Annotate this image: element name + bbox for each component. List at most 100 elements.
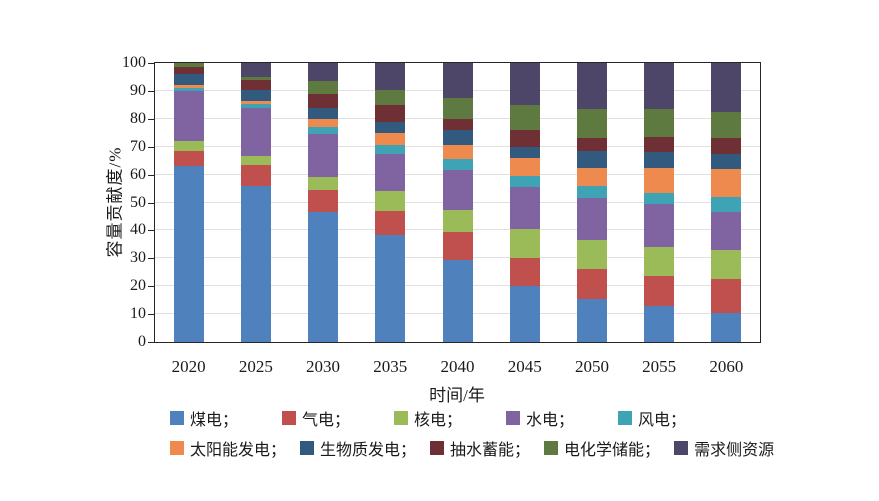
y-tick-label: 70 — [130, 137, 146, 155]
bar-segment-生物质发电 — [442, 130, 473, 146]
bar-segment-水电 — [442, 170, 473, 210]
bar-segment-风电 — [509, 176, 540, 188]
x-tick-label: 2055 — [642, 357, 677, 376]
bar-segment-风电 — [240, 103, 271, 108]
bar-segment-水电 — [711, 212, 742, 250]
legend-swatch-煤电 — [170, 411, 184, 425]
bar-segment-需求侧资源 — [644, 63, 675, 110]
bar-segment-需求侧资源 — [240, 63, 271, 78]
bar-segment-风电 — [308, 127, 339, 135]
bar-segment-电化学储能 — [711, 111, 742, 139]
x-tick-label: 2060 — [709, 357, 744, 376]
bar-segment-水电 — [375, 153, 406, 192]
bar-segment-煤电 — [308, 212, 339, 342]
legend-item-水电: 水电； — [506, 406, 618, 430]
bar-segment-生物质发电 — [173, 74, 204, 86]
bar-segment-太阳能发电 — [711, 169, 742, 197]
bar-segment-水电 — [509, 187, 540, 230]
x-tick-label: 2030 — [306, 357, 341, 376]
y-tick-mark — [148, 146, 154, 148]
legend-item-气电: 气电； — [282, 406, 394, 430]
y-tick-label: 80 — [130, 109, 146, 127]
bar-segment-抽水蓄能 — [240, 79, 271, 90]
legend-swatch-气电 — [282, 411, 296, 425]
plot-area — [154, 62, 761, 343]
bar-segment-生物质发电 — [509, 146, 540, 158]
y-tick-mark — [148, 258, 154, 260]
y-tick-mark — [148, 90, 154, 92]
bar-segment-水电 — [644, 203, 675, 248]
bar-segment-生物质发电 — [375, 121, 406, 133]
bar-segment-核电 — [375, 191, 406, 211]
bar-segment-电化学储能 — [644, 109, 675, 137]
legend-label: 水电； — [526, 412, 575, 429]
bar-segment-需求侧资源 — [442, 63, 473, 98]
bar-segment-抽水蓄能 — [308, 93, 339, 108]
bar-segment-需求侧资源 — [375, 63, 406, 90]
bar-segment-煤电 — [711, 312, 742, 342]
bar-segment-电化学储能 — [375, 89, 406, 105]
stacked-bar-2045 — [509, 63, 540, 342]
bar-segment-核电 — [240, 156, 271, 165]
y-tick-mark — [148, 174, 154, 176]
bar-segment-风电 — [576, 185, 607, 199]
y-tick-label: 50 — [130, 193, 146, 211]
bar-segment-太阳能发电 — [644, 167, 675, 193]
bar-segment-核电 — [173, 141, 204, 151]
y-tick-label: 60 — [130, 165, 146, 183]
bar-segment-煤电 — [442, 259, 473, 342]
stacked-bar-2040 — [442, 63, 473, 342]
legend-swatch-生物质发电 — [300, 441, 315, 455]
bar-segment-电化学储能 — [173, 63, 204, 68]
bar-segment-气电 — [173, 150, 204, 167]
bar-segment-需求侧资源 — [576, 63, 607, 110]
bar-segment-核电 — [509, 229, 540, 259]
bar-segment-需求侧资源 — [509, 63, 540, 105]
legend-item-生物质发电: 生物质发电； — [300, 436, 416, 460]
legend-swatch-水电 — [506, 411, 520, 425]
bar-segment-核电 — [644, 247, 675, 277]
legend-label: 电化学储能； — [564, 442, 661, 459]
bar-segment-气电 — [375, 210, 406, 235]
bar-segment-电化学储能 — [442, 97, 473, 119]
bar-segment-需求侧资源 — [308, 63, 339, 82]
y-tick-label: 40 — [130, 221, 146, 239]
bar-segment-生物质发电 — [711, 153, 742, 170]
legend-row-1: 煤电； 气电； 核电； 水电； 风电； — [170, 406, 730, 430]
bar-segment-气电 — [240, 164, 271, 186]
y-tick-label: 20 — [130, 277, 146, 295]
bar-segment-煤电 — [509, 286, 540, 342]
bar-segment-核电 — [308, 177, 339, 190]
x-tick-label: 2035 — [373, 357, 408, 376]
bar-segment-抽水蓄能 — [442, 118, 473, 131]
x-tick-label: 2045 — [507, 357, 542, 376]
legend-label: 煤电； — [190, 412, 239, 429]
legend-label: 生物质发电； — [320, 442, 417, 459]
bar-segment-电化学储能 — [509, 104, 540, 131]
bar-segment-需求侧资源 — [711, 63, 742, 112]
legend-swatch-太阳能发电 — [170, 441, 184, 455]
x-tick-label: 2050 — [574, 357, 609, 376]
bar-segment-水电 — [308, 134, 339, 178]
legend-item-需求侧资源: 需求侧资源 — [674, 436, 774, 460]
bar-segment-抽水蓄能 — [509, 130, 540, 147]
bar-segment-抽水蓄能 — [711, 138, 742, 154]
stacked-bar-2035 — [375, 63, 406, 342]
bar-segment-生物质发电 — [644, 152, 675, 168]
bar-segment-风电 — [375, 145, 406, 154]
bar-segment-气电 — [308, 189, 339, 213]
bar-segment-气电 — [509, 258, 540, 287]
legend-label: 风电； — [638, 412, 687, 429]
x-tick-label: 2025 — [238, 357, 273, 376]
bar-segment-水电 — [240, 107, 271, 157]
x-tick-label: 2020 — [171, 357, 206, 376]
y-tick-label: 30 — [130, 249, 146, 267]
x-tick-label: 2040 — [440, 357, 475, 376]
legend-swatch-风电 — [618, 411, 632, 425]
bar-segment-核电 — [442, 209, 473, 232]
y-tick-label: 90 — [130, 81, 146, 99]
x-axis-label: 时间/年 — [429, 386, 485, 405]
y-tick-label: 10 — [130, 305, 146, 323]
bar-segment-太阳能发电 — [442, 145, 473, 160]
